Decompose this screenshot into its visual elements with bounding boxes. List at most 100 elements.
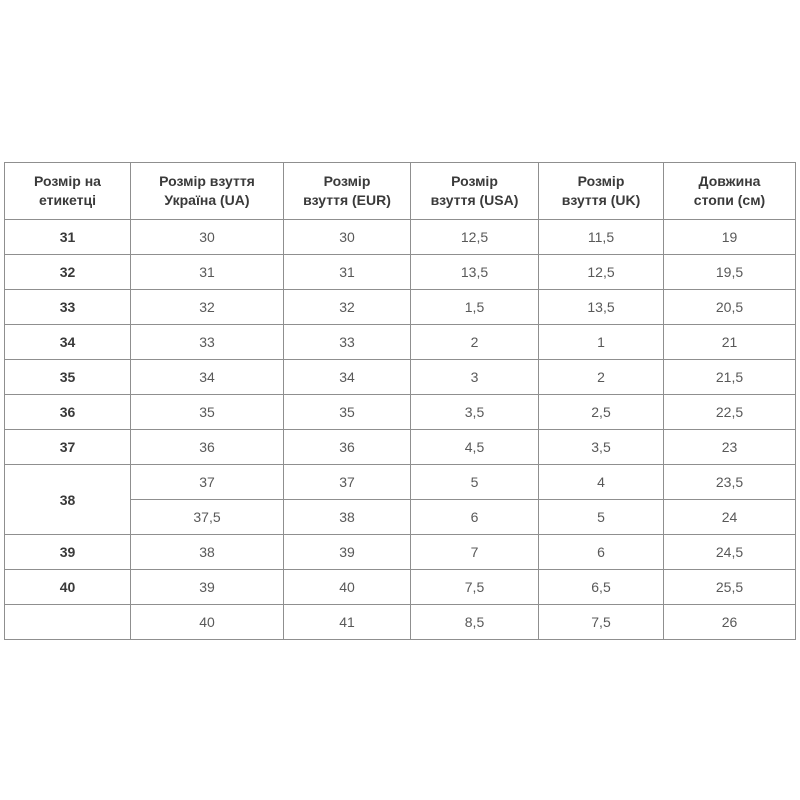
value-cell-uk: 11,5 <box>538 219 664 255</box>
value-cell-eur: 39 <box>283 534 411 570</box>
value-cell-uk: 3,5 <box>538 429 664 465</box>
value-cell-length: 19 <box>663 219 796 255</box>
header-ua-line2: Україна (UA) <box>164 192 250 208</box>
label-cell: 32 <box>4 254 131 290</box>
value-cell-eur: 38 <box>283 499 411 535</box>
label-cell: 37 <box>4 429 131 465</box>
label-cell: 40 <box>4 569 131 605</box>
value-cell-usa: 7,5 <box>410 569 539 605</box>
value-cell-usa: 6 <box>410 499 539 535</box>
value-cell-usa: 2 <box>410 324 539 360</box>
value-cell-eur: 34 <box>283 359 411 395</box>
table-row: 33 32 32 1,5 13,5 20,5 <box>4 289 796 325</box>
value-cell-ua: 32 <box>130 289 284 325</box>
header-cell-label: Розмір на етикетці <box>4 162 131 220</box>
header-label-line1: Розмір на <box>34 173 101 190</box>
table-row: 40 39 40 7,5 6,5 25,5 <box>4 569 796 605</box>
value-cell-usa: 1,5 <box>410 289 539 325</box>
value-cell-uk: 6,5 <box>538 569 664 605</box>
value-cell-ua: 36 <box>130 429 284 465</box>
label-cell: 31 <box>4 219 131 255</box>
header-usa-line2: взуття (USA) <box>430 192 519 208</box>
value-cell-eur: 30 <box>283 219 411 255</box>
value-cell-length: 19,5 <box>663 254 796 290</box>
value-cell-eur: 32 <box>283 289 411 325</box>
header-row: Розмір на етикетці Розмір взуття Україна… <box>4 162 796 220</box>
value-cell-uk: 7,5 <box>538 604 664 640</box>
value-cell-usa: 5 <box>410 464 539 500</box>
table-row: 37,5 38 6 5 24 <box>5 499 796 535</box>
table-row: 37 36 36 4,5 3,5 23 <box>4 429 796 465</box>
value-cell-uk: 12,5 <box>538 254 664 290</box>
header-uk-line2: взуття (UK) <box>561 192 641 208</box>
value-cell-ua: 30 <box>130 219 284 255</box>
table-row: 36 35 35 3,5 2,5 22,5 <box>4 394 796 430</box>
value-cell-uk: 2 <box>538 359 664 395</box>
table-row: 34 33 33 2 1 21 <box>4 324 796 360</box>
header-uk-line1: Розмір <box>577 173 625 190</box>
value-cell-uk: 13,5 <box>538 289 664 325</box>
value-cell-length: 26 <box>663 604 796 640</box>
label-cell: 35 <box>4 359 131 395</box>
value-cell-length: 21,5 <box>663 359 796 395</box>
table-row: 35 34 34 3 2 21,5 <box>4 359 796 395</box>
size-chart-table: Розмір на етикетці Розмір взуття Україна… <box>4 162 796 640</box>
value-cell-uk: 4 <box>538 464 664 500</box>
value-cell-uk: 2,5 <box>538 394 664 430</box>
value-cell-length: 25,5 <box>663 569 796 605</box>
header-cell-ua: Розмір взуття Україна (UA) <box>130 162 284 220</box>
value-cell-length: 24 <box>663 499 796 535</box>
label-cell: 36 <box>4 394 131 430</box>
value-cell-eur: 31 <box>283 254 411 290</box>
header-cell-uk: Розмір взуття (UK) <box>538 162 664 220</box>
value-cell-ua: 34 <box>130 359 284 395</box>
header-usa-line1: Розмір <box>451 173 498 190</box>
value-cell-ua: 38 <box>130 534 284 570</box>
value-cell-length: 21 <box>663 324 796 360</box>
label-cell: 39 <box>4 534 131 570</box>
value-cell-length: 23 <box>663 429 796 465</box>
value-cell-length: 24,5 <box>663 534 796 570</box>
header-eur-line1: Розмір <box>323 173 371 190</box>
value-cell-eur: 37 <box>283 464 411 500</box>
value-cell-eur: 40 <box>283 569 411 605</box>
value-cell-ua: 37 <box>130 464 284 500</box>
header-eur-line2: взуття (EUR) <box>303 192 391 208</box>
header-cell-eur: Розмір взуття (EUR) <box>283 162 411 220</box>
value-cell-ua: 31 <box>130 254 284 290</box>
header-cell-length: Довжина стопи (см) <box>663 162 796 220</box>
value-cell-ua: 37,5 <box>130 499 284 535</box>
label-cell-merged-38: 38 <box>4 464 131 535</box>
header-ua-line1: Розмір взуття <box>159 173 255 190</box>
value-cell-uk: 1 <box>538 324 664 360</box>
value-cell-length: 22,5 <box>663 394 796 430</box>
value-cell-ua: 40 <box>130 604 284 640</box>
table-row: 38 37 37 5 4 23,5 <box>4 464 796 535</box>
value-cell-usa: 7 <box>410 534 539 570</box>
value-cell-usa: 8,5 <box>410 604 539 640</box>
value-cell-ua: 35 <box>130 394 284 430</box>
table-row: 31 30 30 12,5 11,5 19 <box>4 219 796 255</box>
value-cell-usa: 13,5 <box>410 254 539 290</box>
value-cell-eur: 36 <box>283 429 411 465</box>
table-row: 40 41 8,5 7,5 26 <box>4 604 796 640</box>
value-cell-ua: 39 <box>130 569 284 605</box>
value-cell-length: 23,5 <box>663 464 796 500</box>
value-cell-usa: 12,5 <box>410 219 539 255</box>
table-row: 32 31 31 13,5 12,5 19,5 <box>4 254 796 290</box>
value-cell-eur: 35 <box>283 394 411 430</box>
label-cell-empty <box>4 604 131 640</box>
header-length-line2: стопи (см) <box>693 192 766 208</box>
label-cell: 33 <box>4 289 131 325</box>
label-cell: 34 <box>4 324 131 360</box>
value-cell-eur: 33 <box>283 324 411 360</box>
value-cell-eur: 41 <box>283 604 411 640</box>
value-cell-usa: 3 <box>410 359 539 395</box>
value-cell-uk: 5 <box>538 499 664 535</box>
table-row: 39 38 39 7 6 24,5 <box>4 534 796 570</box>
value-cell-ua: 33 <box>130 324 284 360</box>
header-label-line2: етикетці <box>38 192 97 208</box>
value-cell-usa: 3,5 <box>410 394 539 430</box>
header-cell-usa: Розмір взуття (USA) <box>410 162 539 220</box>
